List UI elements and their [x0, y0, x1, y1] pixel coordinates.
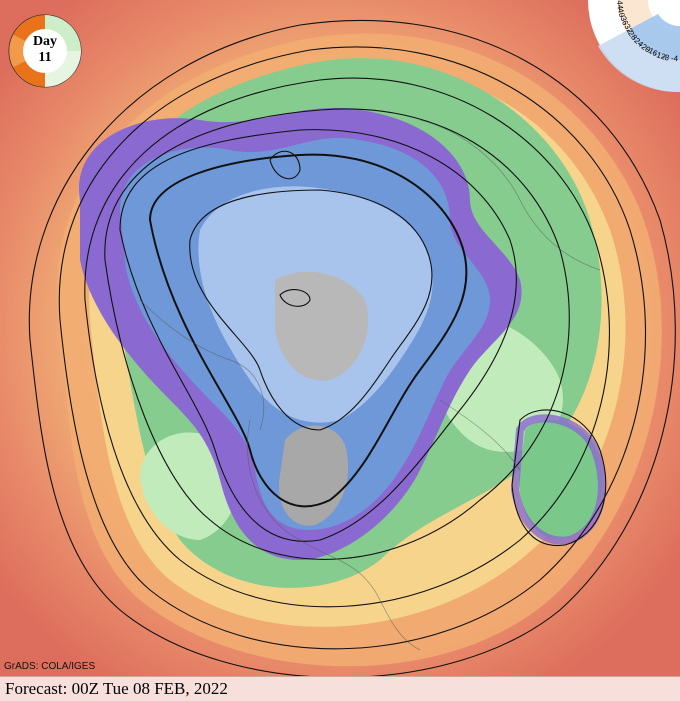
scale-dial-icon [588, 0, 680, 93]
forecast-bar: Forecast: 00Z Tue 08 FEB, 2022 [0, 676, 680, 701]
day-badge: Day 11 [8, 14, 82, 88]
gray-patch [275, 271, 369, 381]
scale-tick-label: -4 [670, 53, 679, 64]
coastlines [139, 119, 601, 651]
day-label: Day [32, 34, 58, 49]
color-scale: -4 -8 -12 -16 -20 -24 -28 -32 -36 -40 -44 [588, 0, 680, 93]
gray-patch [279, 425, 349, 526]
day-number: 11 [38, 50, 52, 65]
forecast-label: Forecast: 00Z Tue 08 FEB, 2022 [5, 679, 228, 698]
scale-tick-label: -44 [615, 0, 625, 10]
day-dial-icon [8, 14, 82, 88]
credit-text: GrADS: COLA/IGES [4, 661, 96, 672]
contour-lines [28, 19, 676, 678]
green-blob [519, 420, 603, 540]
